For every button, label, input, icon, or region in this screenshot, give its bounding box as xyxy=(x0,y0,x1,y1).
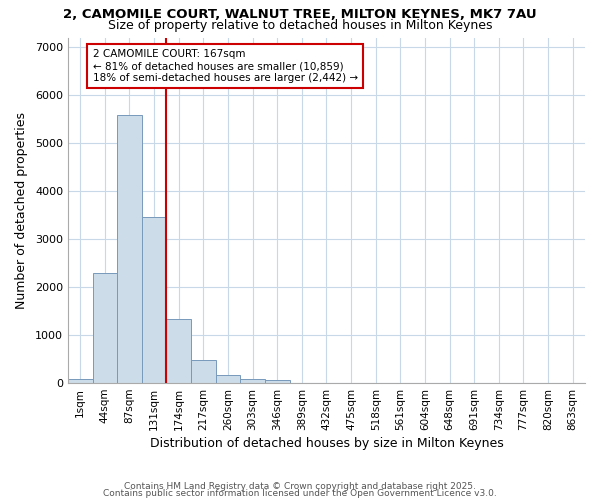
Text: 2 CAMOMILE COURT: 167sqm
← 81% of detached houses are smaller (10,859)
18% of se: 2 CAMOMILE COURT: 167sqm ← 81% of detach… xyxy=(92,50,358,82)
Bar xyxy=(92,272,117,383)
Text: Size of property relative to detached houses in Milton Keynes: Size of property relative to detached ho… xyxy=(108,18,492,32)
Text: Contains HM Land Registry data © Crown copyright and database right 2025.: Contains HM Land Registry data © Crown c… xyxy=(124,482,476,491)
Bar xyxy=(68,380,92,383)
X-axis label: Distribution of detached houses by size in Milton Keynes: Distribution of detached houses by size … xyxy=(149,437,503,450)
Bar xyxy=(215,375,240,383)
Text: 2, CAMOMILE COURT, WALNUT TREE, MILTON KEYNES, MK7 7AU: 2, CAMOMILE COURT, WALNUT TREE, MILTON K… xyxy=(63,8,537,20)
Text: Contains public sector information licensed under the Open Government Licence v3: Contains public sector information licen… xyxy=(103,489,497,498)
Bar xyxy=(166,319,191,383)
Bar xyxy=(240,379,265,383)
Bar xyxy=(117,116,142,383)
Bar xyxy=(191,360,215,383)
Bar xyxy=(142,218,166,383)
Bar xyxy=(265,380,290,383)
Y-axis label: Number of detached properties: Number of detached properties xyxy=(15,112,28,309)
